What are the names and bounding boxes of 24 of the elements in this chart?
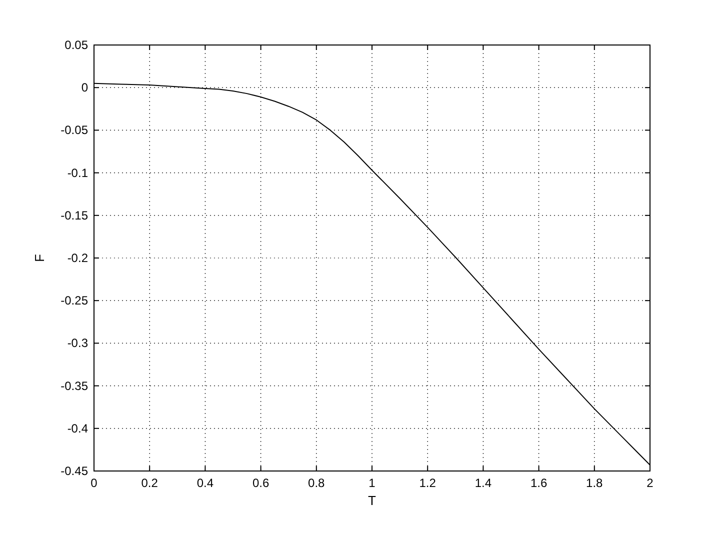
x-tick-label: 1.4 [474, 476, 492, 490]
x-tick-label: 0 [90, 476, 98, 490]
y-tick-label: -0.3 [67, 336, 88, 350]
x-tick-label: 1 [368, 476, 376, 490]
y-tick-label: -0.2 [67, 251, 88, 265]
x-tick-label: 0.6 [252, 476, 270, 490]
x-tick-label: 0.2 [141, 476, 158, 490]
y-tick-label: -0.25 [60, 294, 88, 308]
y-tick-label: 0.05 [64, 38, 88, 52]
x-axis-title: T [368, 493, 376, 508]
x-tick-label: 0.8 [308, 476, 326, 490]
x-tick-label: 1.8 [586, 476, 604, 490]
y-tick-label: -0.05 [60, 123, 88, 138]
y-tick-label: -0.1 [67, 166, 88, 180]
x-tick-label: 2 [646, 476, 654, 490]
y-tick-label: -0.15 [60, 208, 88, 222]
y-axis-title: F [32, 254, 47, 262]
y-tick-label: -0.4 [67, 421, 88, 436]
y-tick-label: -0.35 [60, 378, 88, 393]
x-tick-label: 0.4 [196, 476, 214, 490]
y-tick-label: -0.45 [60, 464, 88, 478]
y-tick-label: 0 [81, 80, 88, 95]
x-tick-label: 1.6 [530, 476, 548, 490]
x-tick-label: 1.2 [419, 476, 436, 490]
